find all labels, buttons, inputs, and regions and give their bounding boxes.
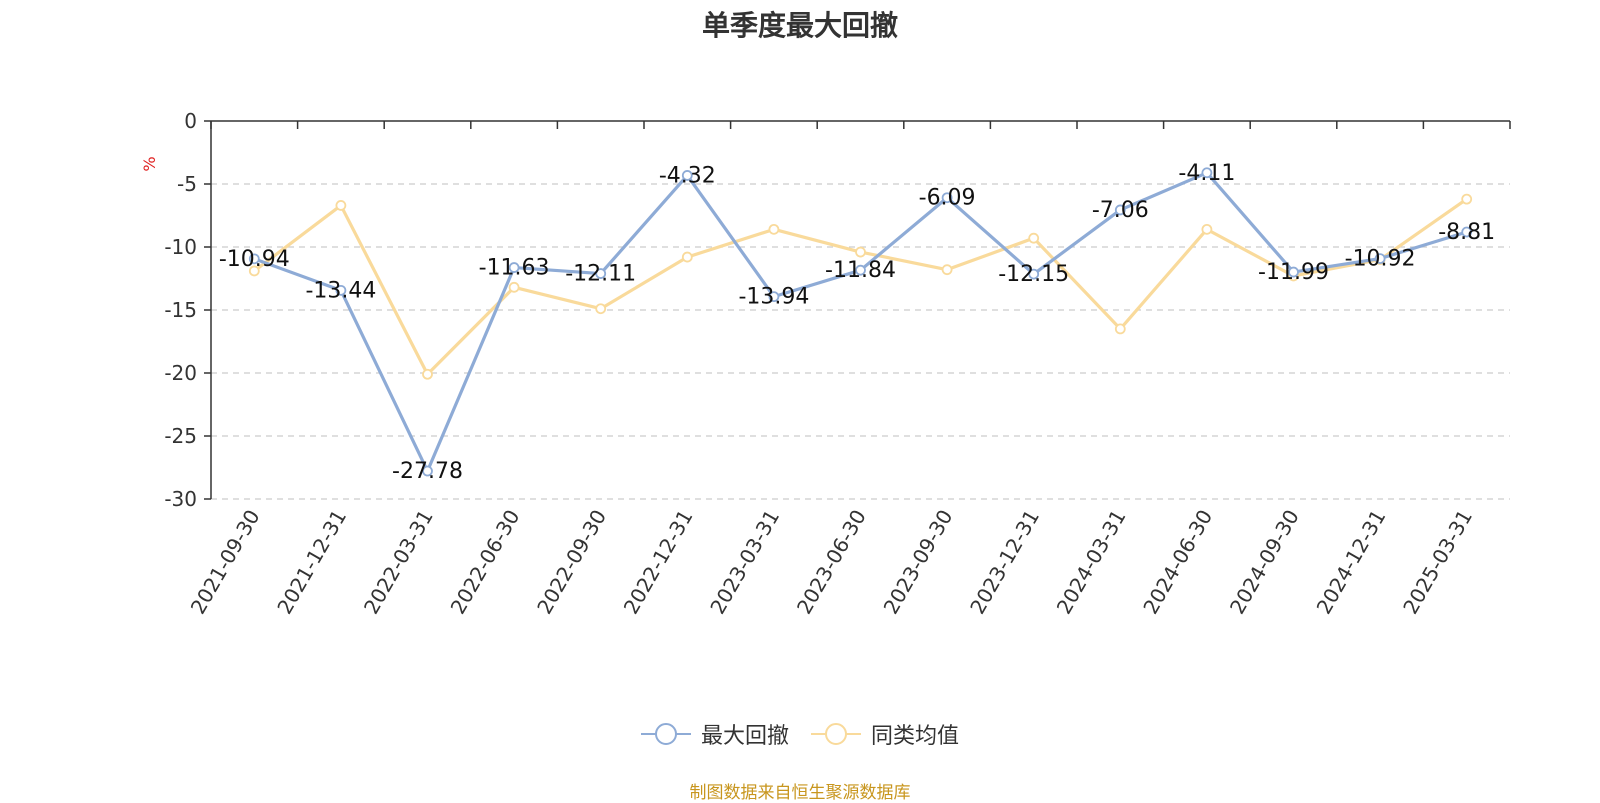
data-label: -4.11 <box>1178 161 1235 186</box>
data-point-0 <box>508 262 520 273</box>
data-point-1 <box>595 303 607 315</box>
data-point-1 <box>508 281 520 293</box>
data-point-0 <box>1288 266 1299 278</box>
data-point-1 <box>855 246 866 258</box>
x-tick-label: 2024-12-31 <box>1312 506 1391 619</box>
x-tick-label: 2024-06-30 <box>1138 506 1217 619</box>
legend: 最大回撤 同类均值 <box>0 718 1600 750</box>
y-tick-label: -10 <box>164 235 197 259</box>
data-point-1 <box>1201 223 1213 235</box>
grid-lines <box>211 183 1510 500</box>
data-label: -7.06 <box>1092 198 1149 223</box>
data-point-1 <box>1461 193 1473 205</box>
legend-item-max-drawdown[interactable]: 最大回撤 <box>640 718 789 750</box>
data-label: -11.99 <box>1258 260 1329 285</box>
legend-marker-max-drawdown-icon <box>640 723 691 745</box>
y-axis-label: % <box>140 156 159 171</box>
x-tick-label: 2021-09-30 <box>186 506 265 619</box>
data-label: -27.78 <box>392 459 463 484</box>
y-tick-label: -20 <box>164 361 197 385</box>
data-label: -6.09 <box>919 186 976 211</box>
y-tick-label: 0 <box>184 109 197 133</box>
x-tick-label: 2021-12-31 <box>272 506 351 619</box>
x-tick-label: 2022-12-31 <box>619 506 698 619</box>
data-label: -13.44 <box>305 278 376 303</box>
x-tick-label: 2024-09-30 <box>1225 506 1304 619</box>
data-point-0 <box>768 291 780 303</box>
x-tick-label: 2022-09-30 <box>532 506 611 619</box>
x-tick-label: 2022-06-30 <box>446 506 525 619</box>
data-point-1 <box>335 200 347 211</box>
data-point-0 <box>422 465 433 477</box>
data-labels: -10.94 -13.44 -27.78 -11.63 -12.11 -4.32 -13.9… <box>219 161 1495 484</box>
x-tick-label: 2023-09-30 <box>879 506 958 619</box>
legend-marker-peer-average-icon <box>811 723 861 745</box>
x-tick-label: 2024-03-31 <box>1052 506 1131 619</box>
data-label: -10.94 <box>219 247 290 272</box>
x-tick-label: 2023-12-31 <box>965 506 1044 619</box>
data-point-1 <box>768 223 780 235</box>
data-label: -8.81 <box>1438 220 1495 245</box>
data-label: -13.94 <box>738 285 809 310</box>
data-point-0 <box>248 253 260 265</box>
data-label: -11.84 <box>825 258 896 283</box>
data-label: -10.92 <box>1345 247 1416 272</box>
legend-label-max-drawdown: 最大回撤 <box>700 724 789 749</box>
data-label: -11.63 <box>479 256 550 281</box>
data-source-note: 制图数据来自恒生聚源数据库 <box>689 783 911 803</box>
data-label: -12.11 <box>565 262 636 287</box>
y-tick-label: -30 <box>164 487 197 511</box>
x-tick-label: 2023-03-31 <box>705 506 784 619</box>
data-point-0 <box>595 268 607 279</box>
legend-item-peer-average[interactable]: 同类均值 <box>811 718 959 750</box>
data-label: -4.32 <box>659 163 716 188</box>
data-point-0 <box>855 264 866 276</box>
data-point-1 <box>1028 232 1040 244</box>
x-tick-label: 2023-06-30 <box>792 506 871 619</box>
x-tick-label: 2025-03-31 <box>1398 506 1477 619</box>
data-point-0 <box>941 192 953 204</box>
series-lines <box>248 167 1473 477</box>
data-point-0 <box>1028 268 1040 280</box>
data-point-1 <box>681 251 693 263</box>
data-point-0 <box>335 284 347 296</box>
x-tick-label: 2022-03-31 <box>359 506 438 619</box>
data-point-1 <box>941 264 953 276</box>
y-tick-label: -15 <box>164 298 197 322</box>
y-tick-label: -25 <box>164 424 197 448</box>
data-point-0 <box>1461 226 1473 238</box>
data-point-0 <box>1201 167 1213 179</box>
data-point-1 <box>422 368 433 380</box>
y-tick-label: -5 <box>177 172 197 196</box>
data-point-0 <box>1114 204 1126 216</box>
data-point-1 <box>248 265 260 277</box>
chart-title: 单季度最大回撤 <box>701 9 898 42</box>
data-point-0 <box>1374 253 1386 264</box>
data-point-1 <box>1114 323 1126 335</box>
series-line-1 <box>253 197 1468 376</box>
data-point-0 <box>681 170 693 181</box>
data-label: -12.15 <box>998 262 1069 287</box>
series-line-0 <box>253 171 1468 473</box>
legend-label-peer-average: 同类均值 <box>871 724 960 749</box>
